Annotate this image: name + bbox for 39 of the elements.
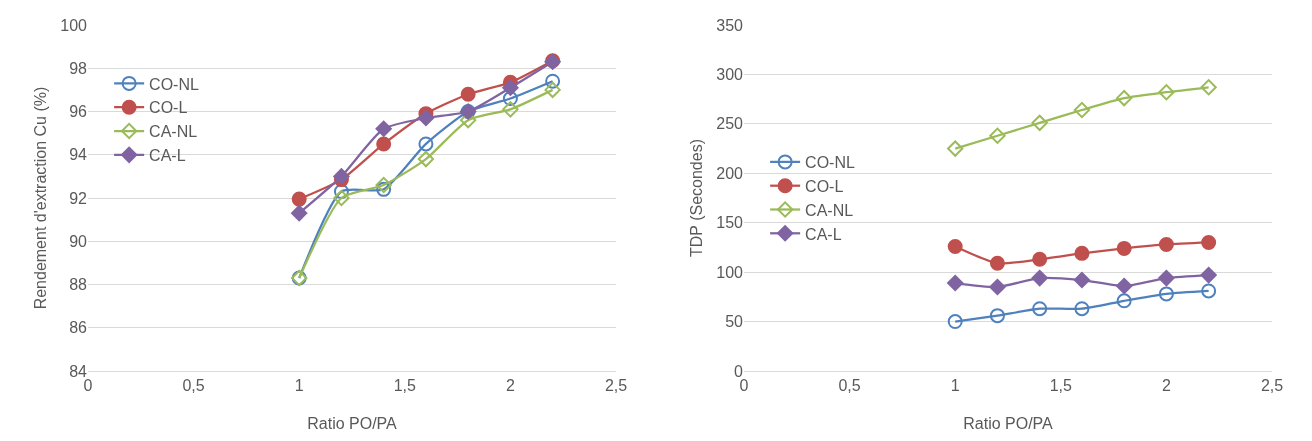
legend-label: CO-L [149,99,188,117]
legend-label: CA-L [149,147,186,165]
y-tick-label: 90 [69,232,88,250]
y-tick-label: 200 [716,164,744,182]
x-tick-label: 1 [294,377,304,395]
y-tick-label: 150 [716,214,744,232]
x-tick-label: 2 [505,377,515,395]
y-tick-label: 100 [60,16,88,34]
y-axis-title: Rendement d'extraction Cu (%) [32,86,49,310]
x-axis-title: Ratio PO/PA [307,415,398,432]
y-tick-label: 50 [725,313,744,331]
legend-label: CA-L [805,225,842,243]
x-axis-title: Ratio PO/PA [963,415,1054,432]
y-tick-label: 98 [69,59,88,77]
x-tick-label: 2,5 [604,377,628,395]
y-tick-label: 250 [716,115,744,133]
y-tick-label: 100 [716,263,744,281]
y-tick-label: 94 [69,146,88,164]
y-tick-label: 88 [69,276,88,294]
y-tick-label: 350 [716,16,744,34]
x-tick-label: 1,5 [1049,377,1073,395]
y-tick-label: 92 [69,189,88,207]
y-tick-label: 96 [69,103,88,121]
x-tick-label: 1 [950,377,960,395]
x-tick-label: 2,5 [1260,377,1284,395]
x-tick-label: 0,5 [182,377,205,395]
y-tick-label: 84 [69,362,88,380]
legend-label: CA-NL [805,201,854,219]
y-axis-title: TDP (Secondes) [688,139,705,257]
y-tick-label: 0 [734,362,744,380]
y-tick-label: 86 [69,319,88,337]
legend-label: CO-NL [805,154,855,172]
x-tick-label: 2 [1161,377,1171,395]
y-tick-label: 300 [716,66,744,84]
legend-label: CA-NL [149,123,198,141]
legend-label: CO-L [805,177,844,195]
legend-label: CO-NL [149,75,199,93]
x-tick-label: 1,5 [393,377,417,395]
x-tick-label: 0,5 [838,377,861,395]
